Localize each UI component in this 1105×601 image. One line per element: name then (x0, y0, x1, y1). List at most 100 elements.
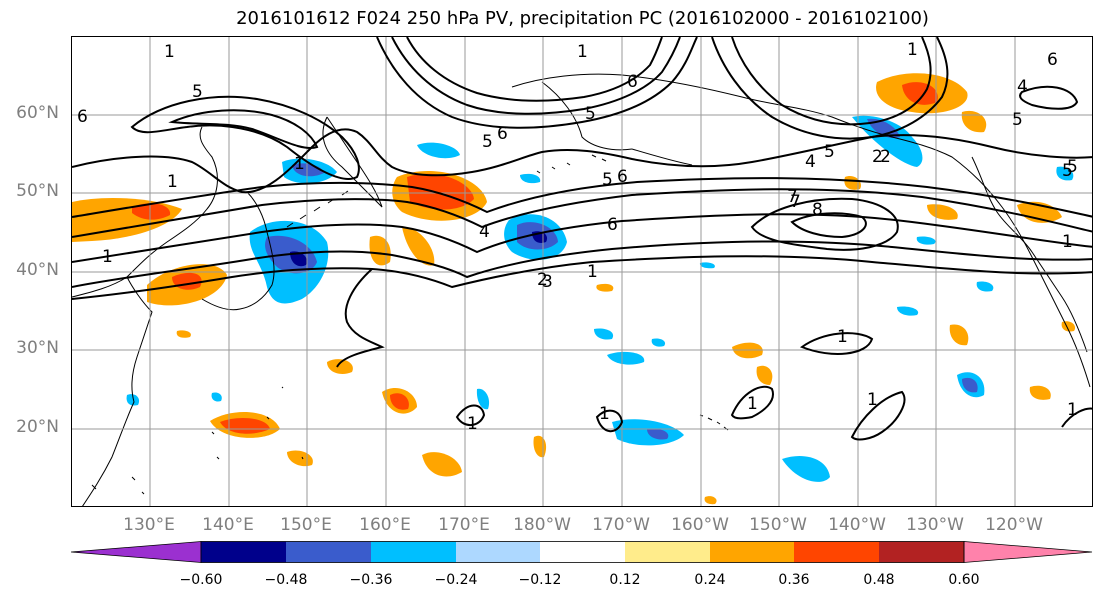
precip-negative-area (699, 262, 715, 269)
colorbar-segment (201, 541, 286, 563)
coastline-kuriles (286, 190, 349, 228)
colorbar-extend-low (71, 541, 202, 563)
contour-label: 3 (542, 272, 553, 292)
contour-label: 6 (627, 72, 638, 92)
contour-label: 5 (1067, 157, 1078, 177)
colorbar-tick: 0.12 (609, 572, 641, 588)
colorbar-segment (625, 541, 710, 563)
precip-negative-area (852, 115, 923, 167)
colorbar-segment (794, 541, 879, 563)
lon-label-150w: 150°W (749, 515, 807, 535)
pv-contour (850, 390, 906, 441)
coastlines (72, 73, 1091, 506)
precip-negative-area (647, 428, 669, 440)
precip-negative-area (962, 377, 978, 393)
contour-label: 5 (585, 104, 596, 124)
contour-label: 1 (1067, 400, 1078, 420)
precip-positive-area (949, 324, 969, 346)
contour-label: 5 (482, 132, 493, 152)
colorbar-tick: −0.48 (264, 572, 308, 588)
chart-title: 2016101612 F024 250 hPa PV, precipitatio… (236, 8, 929, 29)
contour-label: 1 (747, 394, 758, 414)
colorbar-tick: 0.24 (694, 572, 726, 588)
precip-negative-area (290, 251, 307, 267)
pv-contours (72, 37, 1092, 441)
contour-label: 2 (872, 147, 883, 167)
coastline-kamchatka (322, 116, 383, 208)
precip-negative-area (126, 394, 140, 406)
lon-label-130e: 130°E (123, 515, 175, 535)
colorbar-segment (540, 541, 625, 563)
coastline-islands (91, 386, 304, 495)
contour-label: 8 (812, 200, 823, 220)
precip-negative-area (607, 351, 645, 365)
contour-label: 6 (607, 215, 618, 235)
pv-contour (72, 177, 1092, 218)
precip-positive-area (422, 452, 462, 477)
colorbar-segment (286, 541, 371, 563)
contour-label: 1 (1062, 232, 1073, 252)
precip-positive-area (287, 450, 313, 467)
contour-label: 5 (602, 170, 613, 190)
contour-label: 1 (167, 172, 178, 192)
precip-positive-area (927, 204, 958, 220)
contour-label: 5 (824, 142, 835, 162)
contour-label: 1 (587, 262, 598, 282)
precip-positive-area (369, 235, 391, 266)
colorbar (71, 541, 1093, 563)
pv-contour (336, 268, 385, 368)
contour-label: 6 (617, 167, 628, 187)
coastline-alaska (511, 73, 1091, 388)
colorbar-tick: −0.60 (179, 572, 223, 588)
lat-label-30n: 30°N (16, 338, 59, 358)
precip-positive-area (390, 393, 409, 410)
colorbar-tick: −0.24 (434, 572, 478, 588)
contour-label: 6 (77, 107, 88, 127)
contour-label: 5 (192, 82, 203, 102)
contour-label: 6 (497, 124, 508, 144)
precip-negative-area (651, 338, 666, 347)
pv-contour (750, 197, 899, 251)
pv-contour (730, 385, 774, 420)
lat-label-20n: 20°N (16, 417, 59, 437)
precip-positive-area (756, 365, 773, 385)
pv-contour (711, 37, 949, 140)
pv-contour (391, 37, 681, 115)
contour-label: 1 (164, 42, 175, 62)
contour-label: 1 (907, 40, 918, 60)
contour-label: 1 (837, 327, 848, 347)
colorbar-segment (371, 541, 456, 563)
coastline-na-west (971, 156, 1088, 353)
pv-contour (799, 332, 874, 355)
pv-contour (406, 37, 663, 102)
contour-label: 1 (467, 414, 478, 434)
colorbar-tick: −0.12 (518, 572, 562, 588)
precip-negative-area (520, 173, 541, 184)
contour-label: 2 (880, 147, 891, 167)
contour-label: 6 (1047, 50, 1058, 70)
lat-label-40n: 40°N (16, 260, 59, 280)
lon-label-170w: 170°W (592, 515, 650, 535)
precip-positive-area (1029, 385, 1051, 400)
lon-label-130w: 130°W (906, 515, 964, 535)
contour-label: 1 (599, 404, 610, 424)
precip-negative-area (897, 306, 919, 316)
contour-label: 4 (805, 152, 816, 172)
precip-negative-area (417, 142, 460, 159)
precip-negative-area (782, 456, 830, 482)
pv-contour (72, 213, 1092, 263)
coastline-aleutians (536, 148, 693, 174)
precip-positive-area (596, 283, 614, 292)
contour-label: 1 (867, 390, 878, 410)
lon-label-140w: 140°W (828, 515, 886, 535)
colorbar-tick: −0.36 (349, 572, 393, 588)
contour-label: 7 (790, 192, 801, 212)
precip-shading (72, 73, 1076, 505)
pv-contour (72, 128, 1092, 194)
precip-negative-area (1056, 166, 1074, 181)
precip-positive-area (132, 203, 171, 220)
contour-label: 5 (1062, 161, 1073, 181)
pv-contour (455, 404, 486, 426)
precip-negative-area (867, 118, 900, 138)
colorbar-segment (456, 541, 540, 563)
